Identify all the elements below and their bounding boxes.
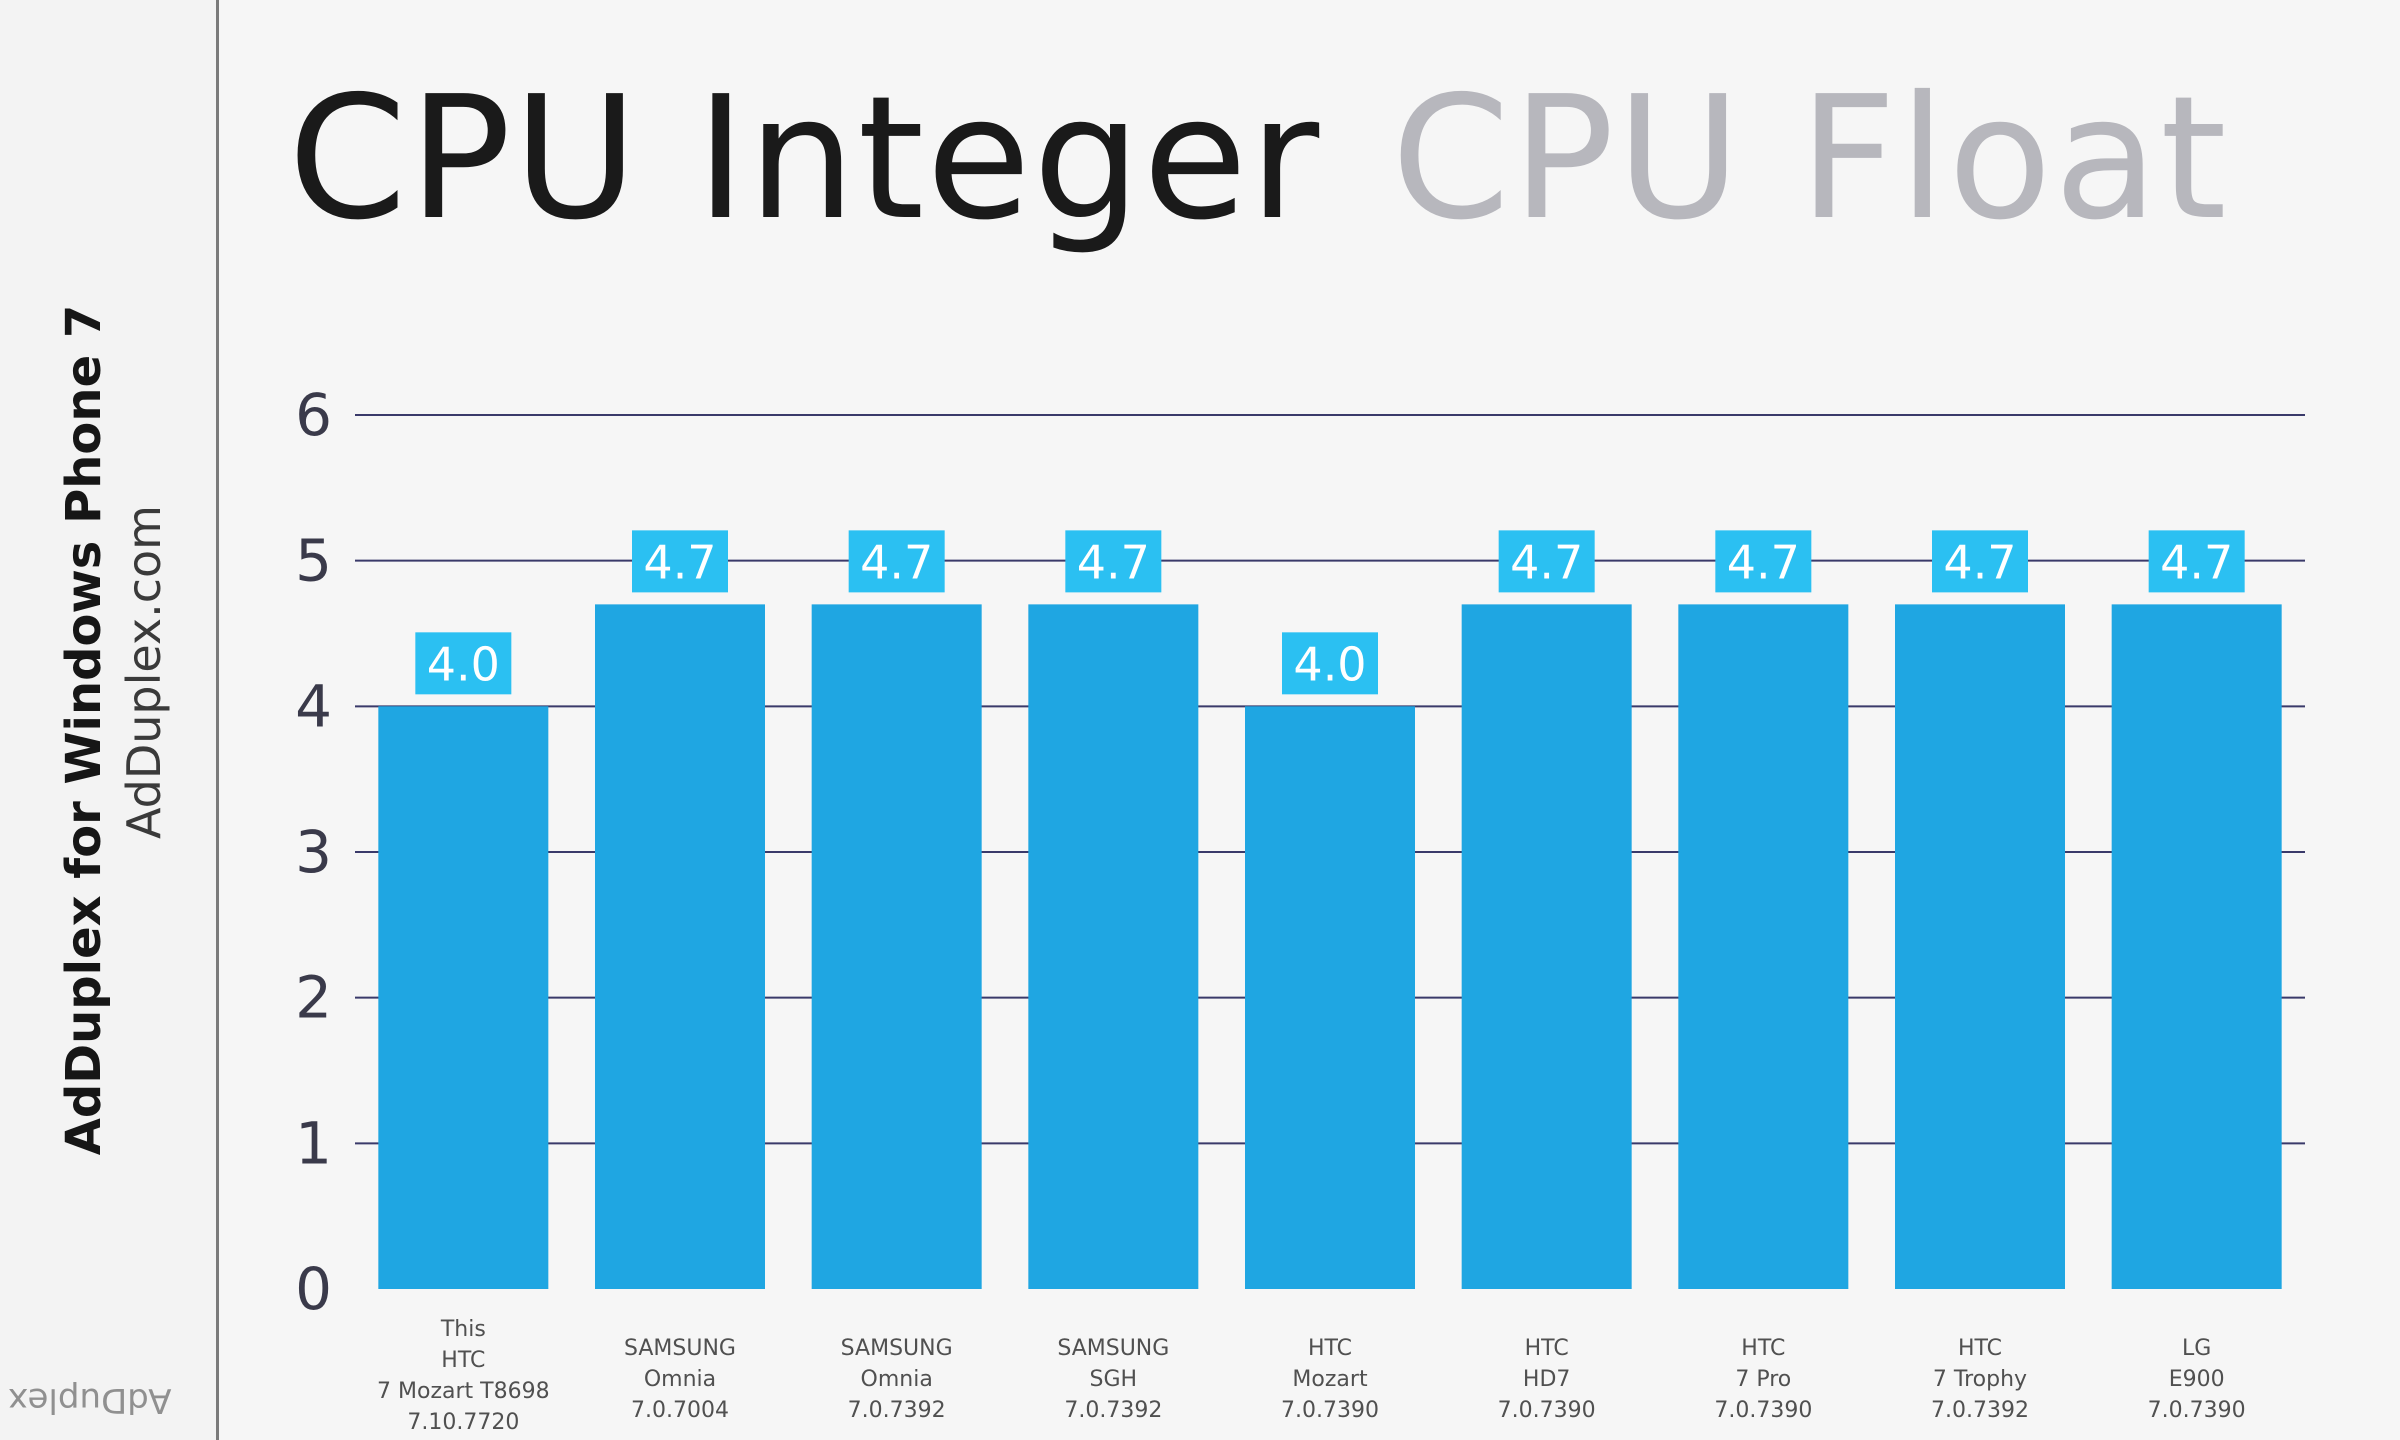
x-tick-label: Omnia — [644, 1367, 716, 1392]
x-tick-label: 7.0.7390 — [1498, 1398, 1596, 1423]
y-tick-label: 4 — [295, 672, 332, 740]
data-label-box — [1715, 530, 1812, 593]
data-label: 4.7 — [2160, 535, 2233, 589]
x-tick-label: Omnia — [861, 1367, 933, 1392]
data-label: 4.7 — [1510, 535, 1583, 589]
data-label: 4.7 — [1943, 535, 2016, 589]
x-tick-label: HTC — [1958, 1336, 2002, 1361]
x-tick-label: HTC — [1525, 1336, 1569, 1361]
x-tick-label: LG — [2182, 1336, 2211, 1361]
bar — [1895, 604, 2065, 1289]
x-tick-label: 7.0.7390 — [1281, 1398, 1379, 1423]
bar — [1461, 604, 1632, 1289]
data-label-box — [1065, 530, 1162, 593]
bar — [595, 604, 765, 1289]
tab-cpu-integer[interactable]: CPU Integer — [288, 60, 1322, 258]
x-tick-label: Mozart — [1292, 1367, 1368, 1392]
x-tick-label: 7.0.7392 — [1064, 1398, 1162, 1423]
bar — [2111, 604, 2282, 1289]
x-tick-label: 7.10.7720 — [407, 1410, 519, 1435]
x-tick-label: 7.0.7004 — [631, 1398, 729, 1423]
data-label-box — [1498, 530, 1595, 593]
x-tick-label: 7 Trophy — [1933, 1367, 2027, 1392]
x-tick-label: HTC — [441, 1348, 485, 1373]
x-tick-label: SAMSUNG — [841, 1336, 953, 1361]
y-tick-label: 6 — [295, 381, 332, 449]
x-tick-label: HTC — [1741, 1336, 1785, 1361]
x-tick-label: 7.0.7392 — [848, 1398, 946, 1423]
y-tick-label: 3 — [295, 818, 332, 886]
sidebar: AdDuplex for Windows Phone 7 AdDuplex.co… — [0, 0, 219, 1440]
y-tick-label: 2 — [295, 964, 332, 1032]
data-label: 4.0 — [1293, 637, 1366, 691]
x-tick-label: 7 Pro — [1735, 1367, 1791, 1392]
data-label-box — [1932, 530, 2028, 593]
data-label: 4.7 — [860, 535, 933, 589]
data-label: 4.0 — [427, 637, 500, 691]
metric-tabs: CPU Integer CPU Float — [288, 60, 2299, 258]
data-label: 4.7 — [1077, 535, 1150, 589]
bar — [1028, 604, 1199, 1289]
x-tick-label: 7.0.7392 — [1931, 1398, 2029, 1423]
data-label-box — [415, 632, 512, 695]
x-tick-label: SAMSUNG — [1057, 1336, 1169, 1361]
x-tick-label: HD7 — [1523, 1367, 1570, 1392]
data-label-box — [632, 530, 728, 593]
y-tick-label: 5 — [295, 527, 332, 595]
data-label-box — [1282, 632, 1378, 695]
bar — [1245, 706, 1415, 1289]
y-tick-label: 1 — [295, 1109, 332, 1177]
x-tick-label: 7.0.7390 — [2148, 1398, 2246, 1423]
data-label: 4.7 — [1727, 535, 1800, 589]
data-label: 4.7 — [643, 535, 716, 589]
bar — [1678, 604, 1849, 1289]
y-tick-label: 0 — [295, 1255, 332, 1323]
bar — [378, 706, 549, 1289]
x-tick-label: 7 Mozart T8698 — [377, 1379, 550, 1404]
x-tick-label: This — [440, 1317, 486, 1342]
x-tick-label: E900 — [2169, 1367, 2225, 1392]
bar — [811, 604, 982, 1289]
data-label-box — [2148, 530, 2245, 593]
x-tick-label: SGH — [1090, 1367, 1138, 1392]
x-tick-label: HTC — [1308, 1336, 1352, 1361]
tab-cpu-float[interactable]: CPU Float — [1391, 60, 2229, 258]
x-tick-label: 7.0.7390 — [1714, 1398, 1812, 1423]
x-tick-label: SAMSUNG — [624, 1336, 736, 1361]
data-label-box — [848, 530, 945, 593]
